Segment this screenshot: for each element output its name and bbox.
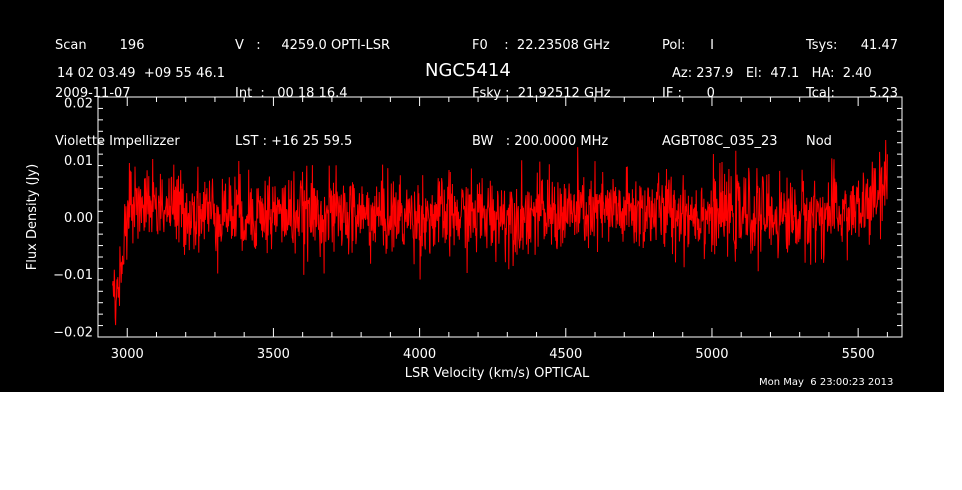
pointing-label: Az: 237.9 El: 47.1 HA: 2.40 xyxy=(672,66,872,81)
pol-line: Pol: I xyxy=(662,38,714,53)
x-tick-label: 4500 xyxy=(549,347,582,362)
velocity-line: V : 4259.0 OPTI-LSR xyxy=(235,38,391,53)
scan-line: Scan 196 xyxy=(55,38,145,53)
x-tick-label: 3500 xyxy=(257,347,290,362)
y-tick-label: 0.00 xyxy=(64,211,93,226)
plot-frame xyxy=(97,96,903,338)
header-pol-info: Pol: I IF : 0 AGBT08C_035_23 xyxy=(662,6,778,182)
spectrum-chart: 3000 3500 4000 4500 5000 5500 −0.02 −0.01 0.00 0… xyxy=(25,96,903,381)
spectrum-line xyxy=(112,139,888,326)
bw-line: BW : 200.0000 MHz xyxy=(472,134,609,149)
if-line: IF : 0 xyxy=(662,86,715,101)
timestamp-label: Mon May 6 23:00:23 2013 xyxy=(759,377,894,388)
project-line: AGBT08C_035_23 xyxy=(662,134,778,149)
lst-line: LST : +16 25 59.5 xyxy=(235,134,353,149)
observer-line: Violette Impellizzer xyxy=(55,134,180,149)
y-tick-label: 0.01 xyxy=(64,154,93,169)
tsys-label: Tsys: xyxy=(806,38,838,53)
header-scan-info: Scan 196 2009-11-07 Violette Impellizzer xyxy=(55,6,180,182)
axis-ticks xyxy=(97,96,902,338)
x-tick-label: 3000 xyxy=(111,347,144,362)
f0-line: F0 : 22.23508 GHz xyxy=(472,38,610,53)
x-tick-label: 5000 xyxy=(695,347,728,362)
x-tick-labels: 3000 3500 4000 4500 5000 5500 xyxy=(111,347,875,362)
procedure-label: Nod xyxy=(806,134,832,149)
y-tick-label: −0.02 xyxy=(53,325,93,340)
y-axis-label: Flux Density (Jy) xyxy=(25,164,40,270)
spectrum-trace-group xyxy=(112,139,888,326)
coordinates-label: 14 02 03.49 +09 55 46.1 xyxy=(57,66,226,81)
tsys-value: 41.47 xyxy=(860,38,898,53)
y-tick-label: 0.02 xyxy=(64,97,93,112)
plot-panel: Scan 196 2009-11-07 Violette Impellizzer… xyxy=(0,0,944,392)
x-tick-label: 5500 xyxy=(842,347,875,362)
x-axis-label: LSR Velocity (km/s) OPTICAL xyxy=(405,366,590,381)
x-tick-label: 4000 xyxy=(403,347,436,362)
source-title: NGC5414 xyxy=(425,60,511,81)
y-tick-label: −0.01 xyxy=(53,268,93,283)
y-tick-labels: −0.02 −0.01 0.00 0.01 0.02 xyxy=(53,97,93,341)
header-system-labels: Tsys: Tcal: Nod xyxy=(806,6,837,182)
